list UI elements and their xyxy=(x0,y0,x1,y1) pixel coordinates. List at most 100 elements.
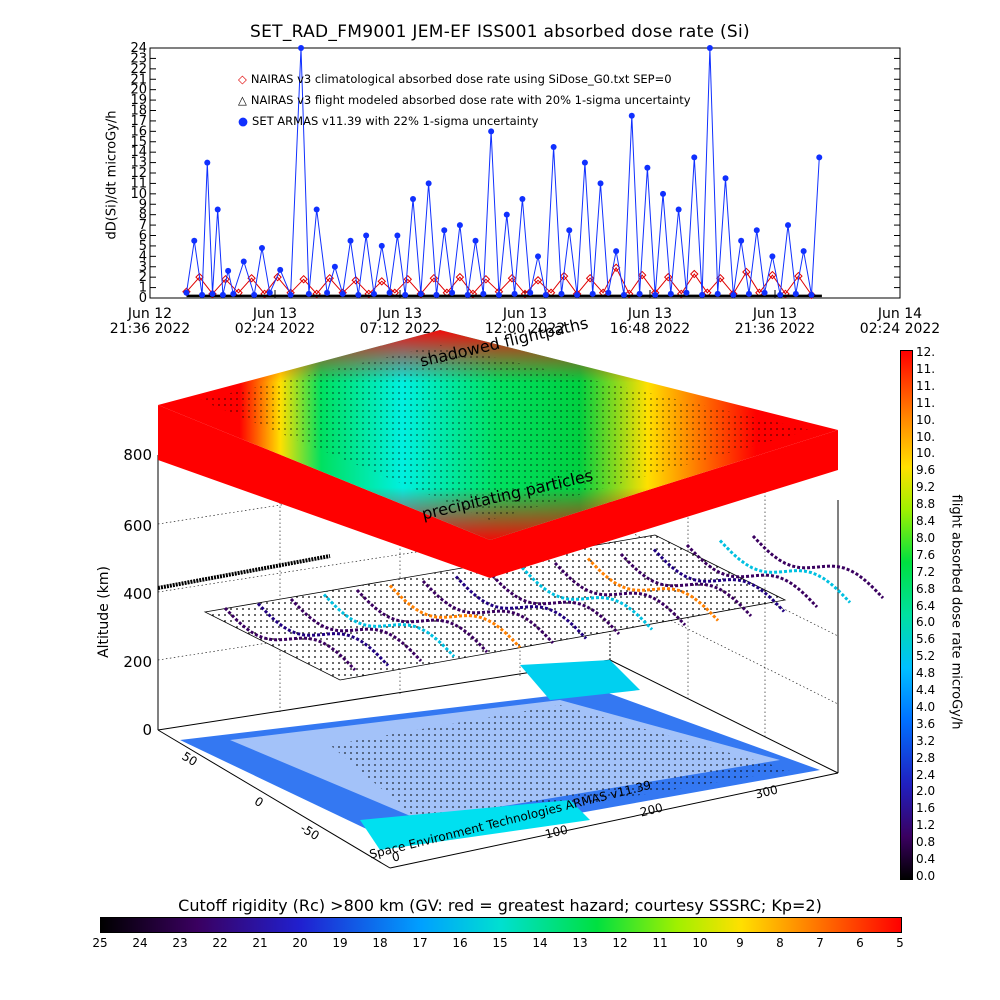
data-point xyxy=(675,206,682,213)
rigidity-tick-label: 16 xyxy=(452,936,468,950)
data-point xyxy=(507,273,517,283)
colorbar-label: flight absorbed dose rate microGy/h xyxy=(948,494,964,730)
data-point xyxy=(449,289,456,296)
data-point xyxy=(230,290,237,297)
orbit-track xyxy=(322,593,456,658)
colorbar-tick-label: 0.8 xyxy=(916,835,936,850)
data-point xyxy=(191,237,198,244)
x-tick-label: 02:24 2022 xyxy=(235,321,315,337)
data-point xyxy=(691,154,698,161)
legend-item: ● SET ARMAS v11.39 with 22% 1-sigma uncer… xyxy=(238,114,538,128)
rigidity-tick-label: 6 xyxy=(856,936,864,950)
y-tick-label: 11 xyxy=(130,176,147,191)
colorbar-tick-label: 6.4 xyxy=(916,598,936,613)
colorbar-tick-label: 12. xyxy=(916,345,936,359)
x-tick-label: Jun 13 xyxy=(502,306,547,322)
rigidity-tick-label: 15 xyxy=(492,936,508,950)
data-point xyxy=(221,275,230,284)
colorbar-tick-label: 11. xyxy=(916,395,936,410)
data-point xyxy=(425,180,432,187)
legend-marker-icon: △ xyxy=(238,93,247,107)
y-tick-label: 12 xyxy=(130,166,147,181)
data-point xyxy=(699,291,706,298)
altitude-3d-scene xyxy=(157,330,885,869)
rigidity-tick-label: 7 xyxy=(816,936,824,950)
legend-marker-icon: ● xyxy=(238,114,249,128)
colorbar-tick-label: 2.0 xyxy=(916,784,936,799)
colorbar-tick-label: 3.6 xyxy=(916,716,936,731)
data-point xyxy=(351,276,360,285)
data-point xyxy=(558,290,565,297)
orbit-track xyxy=(652,548,786,613)
data-point xyxy=(251,291,258,298)
data-point xyxy=(785,222,792,229)
data-point xyxy=(546,288,556,298)
orbit-track xyxy=(520,566,654,631)
colorbar-tick-label: 7.2 xyxy=(916,564,936,579)
rigidity-tick-label: 23 xyxy=(172,936,188,950)
data-point xyxy=(816,154,823,161)
data-point xyxy=(792,290,799,297)
data-point xyxy=(402,291,409,298)
data-point xyxy=(495,291,502,298)
data-point xyxy=(644,164,651,171)
colorbar-tick-label: 2.4 xyxy=(916,767,936,782)
orbit-track xyxy=(289,597,423,663)
map-dots xyxy=(330,705,790,830)
data-point xyxy=(209,290,216,297)
orbit-track xyxy=(256,602,390,667)
legend-item: ◇ NAIRAS v3 climatological absorbed dose … xyxy=(238,72,672,86)
rigidity-tick-label: 25 xyxy=(92,936,108,950)
orbit-track xyxy=(355,588,489,654)
altitude-tick-label: 400 xyxy=(123,585,152,603)
y-tick-label: 15 xyxy=(130,135,147,150)
data-point xyxy=(299,275,308,284)
colorbar-tick-label: 3.2 xyxy=(916,733,936,748)
colorbar-tick-label: 8.0 xyxy=(916,530,936,545)
data-point xyxy=(660,190,667,197)
data-point xyxy=(390,288,400,298)
data-point xyxy=(753,227,760,234)
data-point xyxy=(204,159,211,166)
colorbar-tick-label: 8.8 xyxy=(916,497,936,512)
y-tick-label: 4 xyxy=(139,249,147,264)
data-point xyxy=(456,222,463,229)
data-point xyxy=(195,272,204,282)
data-point xyxy=(742,267,751,277)
data-point xyxy=(519,196,526,203)
x-tick-label: 12:00 2022 xyxy=(485,321,565,337)
data-point xyxy=(370,290,377,297)
rigidity-bar-title: Cutoff rigidity (Rc) >800 km (GV: red = … xyxy=(178,896,822,915)
series-3 xyxy=(183,45,823,298)
chart-title: SET_RAD_FM9001 JEM-EF ISS001 absorbed do… xyxy=(250,22,750,42)
rigidity-tick-label: 21 xyxy=(252,936,268,950)
data-point xyxy=(559,271,569,281)
y-tick-label: 7 xyxy=(139,218,147,233)
colorbar-tick-label: 0.4 xyxy=(916,852,936,867)
rigidity-tick-label: 19 xyxy=(332,936,348,950)
data-point xyxy=(636,290,643,297)
colorbar-tick-label: 9.6 xyxy=(916,463,936,478)
data-point xyxy=(298,45,305,51)
data-point xyxy=(305,290,312,297)
colorbar-tick-label: 7.6 xyxy=(916,547,936,562)
y-tick-label: 5 xyxy=(139,239,147,254)
data-point xyxy=(240,258,247,265)
data-point xyxy=(234,288,243,298)
legend-label: SET ARMAS v11.39 with 22% 1-sigma uncert… xyxy=(252,114,539,128)
colorbar-tick-label: 0.0 xyxy=(916,869,936,883)
x-tick-label: Jun 13 xyxy=(752,306,797,322)
altitude-tick-label: 600 xyxy=(123,517,152,535)
x-tick-label: 02:24 2022 xyxy=(860,321,940,337)
data-point xyxy=(589,290,596,297)
y-tick-label: 18 xyxy=(130,104,147,119)
data-point xyxy=(331,263,338,270)
rigidity-tick-label: 22 xyxy=(212,936,228,950)
x-tick-label: 21:36 2022 xyxy=(110,321,190,337)
orbit-track xyxy=(223,606,357,672)
data-point xyxy=(480,290,487,297)
data-point xyxy=(690,269,699,279)
rigidity-tick-label: 13 xyxy=(572,936,588,950)
data-point xyxy=(738,237,745,244)
data-point xyxy=(777,291,784,298)
